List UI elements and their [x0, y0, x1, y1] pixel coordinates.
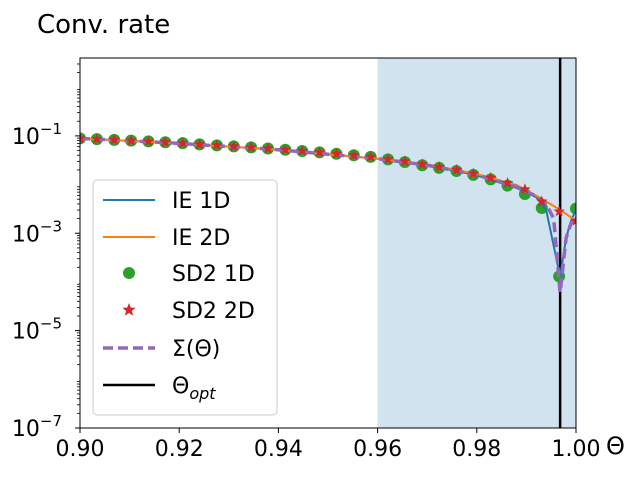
sd2-2d-point	[519, 183, 531, 195]
x-tick-label: 0.92	[155, 437, 204, 462]
sd2-2d-point	[433, 161, 445, 172]
sd2-2d-point	[467, 167, 479, 179]
sd2-2d-point	[296, 145, 308, 156]
legend-label-ie2d: IE 2D	[172, 226, 230, 251]
sd2-2d-point	[382, 153, 394, 165]
sd2-2d-point	[399, 155, 411, 167]
sd2-2d-point	[364, 150, 377, 162]
x-tick-label: 0.98	[452, 437, 501, 462]
sd2-2d-point	[228, 140, 240, 152]
sd2-2d-point	[142, 135, 155, 147]
legend-label-sd1d: SD2 1D	[172, 262, 255, 287]
sd2-2d-point	[450, 163, 463, 175]
y-tick-label: 10−3	[12, 217, 62, 247]
sd2-2d-point	[348, 149, 360, 161]
sd2-2d-point	[245, 141, 257, 153]
sd2-2d-point	[125, 134, 137, 146]
sd2-2d-point	[91, 133, 103, 144]
y-tick-label: 10−1	[12, 120, 62, 150]
sd2-2d-point	[211, 139, 223, 151]
sd2-2d-point	[193, 138, 206, 150]
sd2-2d-point	[416, 158, 428, 170]
legend: IE 1D IE 2D SD2 1D SD2 2D Σ(Θ) Θopt	[92, 179, 278, 416]
legend-swatch-sd1d	[123, 267, 135, 279]
x-tick-label: 0.94	[254, 437, 303, 462]
sd2-2d-point	[262, 142, 274, 154]
x-axis-label: Θ	[606, 432, 625, 460]
y-tick-label: 10−5	[12, 315, 62, 345]
legend-box	[92, 179, 278, 416]
x-tick-label: 1.00	[552, 437, 601, 462]
plot-area	[80, 58, 576, 428]
sd2-2d-point	[279, 143, 292, 155]
x-tick-label: 0.90	[56, 437, 105, 462]
legend-label-sd2d: SD2 2D	[172, 299, 255, 324]
sd2-2d-point	[536, 195, 548, 207]
axes-frame	[79, 57, 577, 429]
sd2-2d-point	[330, 147, 343, 159]
sd2-2d-point	[177, 137, 189, 148]
sd2-2d-point	[80, 132, 86, 144]
y-tick-label: 10−7	[12, 412, 62, 442]
sd2-2d-point	[501, 177, 514, 188]
sd2-2d-point	[553, 205, 565, 217]
sd2-2d-point	[570, 214, 576, 226]
sd2-2d-point	[108, 133, 120, 145]
sd2-2d-point	[313, 146, 326, 158]
x-tick-label: 0.96	[353, 437, 402, 462]
legend-label-opt: Θopt	[172, 374, 216, 403]
legend-label-ie1d: IE 1D	[172, 189, 230, 214]
sd2-2d-point	[485, 171, 497, 183]
sd2-2d-point	[159, 136, 171, 148]
legend-swatch-sd2d	[122, 303, 136, 316]
legend-label-sigma: Σ(Θ)	[172, 337, 220, 362]
chart-title: Conv. rate	[37, 10, 170, 40]
shaded-region	[377, 58, 576, 428]
